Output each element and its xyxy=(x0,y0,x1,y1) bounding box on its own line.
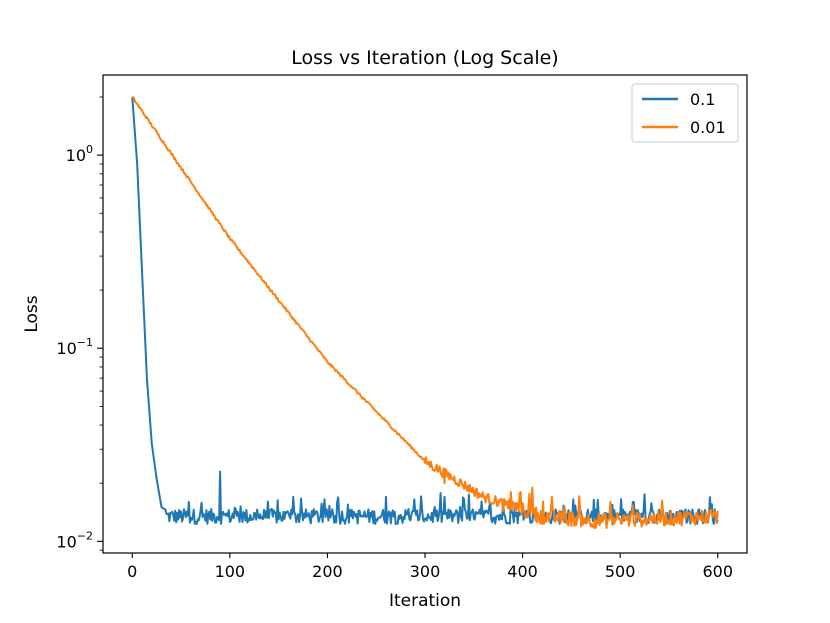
y-axis-label: Loss xyxy=(22,295,42,332)
legend-label-0.1: 0.1 xyxy=(690,90,715,109)
x-tick-label-300: 300 xyxy=(410,562,441,581)
legend: 0.1 0.01 xyxy=(632,84,738,142)
loss-chart: Loss vs Iteration (Log Scale) 0 100 200 300… xyxy=(0,0,830,623)
x-tick-label-600: 600 xyxy=(702,562,733,581)
x-tick-label-100: 100 xyxy=(215,562,246,581)
chart-title: Loss vs Iteration (Log Scale) xyxy=(291,47,558,69)
legend-label-0.01: 0.01 xyxy=(690,118,726,137)
x-tick-label-500: 500 xyxy=(605,562,636,581)
x-tick-label-0: 0 xyxy=(127,562,137,581)
x-tick-label-400: 400 xyxy=(507,562,538,581)
x-axis-label: Iteration xyxy=(389,591,461,611)
x-tick-label-200: 200 xyxy=(312,562,343,581)
